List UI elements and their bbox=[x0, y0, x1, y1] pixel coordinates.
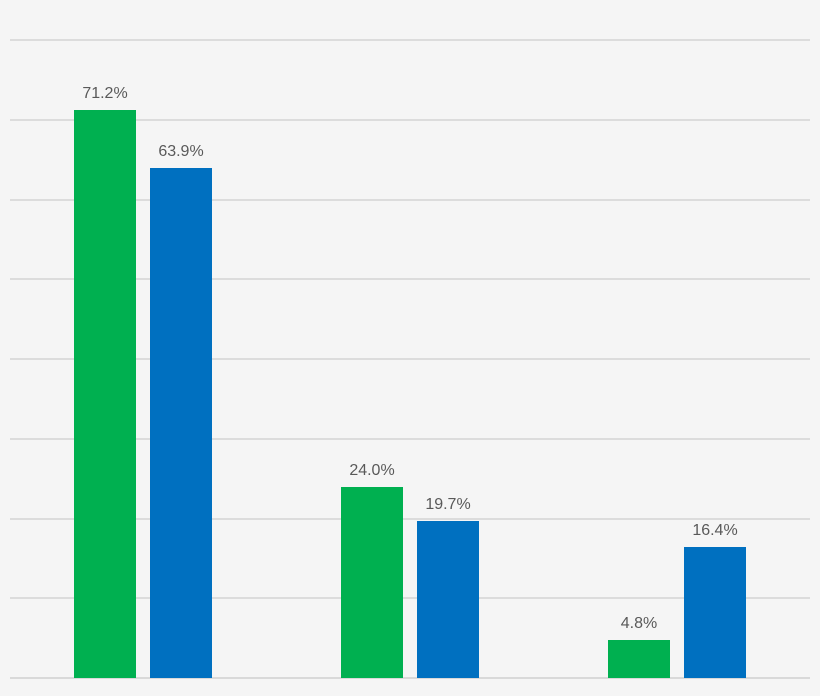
gridline bbox=[10, 517, 810, 520]
bar-blue-group-3 bbox=[684, 547, 746, 678]
data-label-blue-group-1: 63.9% bbox=[158, 143, 204, 161]
bar-green-group-2 bbox=[341, 486, 403, 678]
gridline bbox=[10, 118, 810, 121]
gridline bbox=[10, 437, 810, 440]
data-label-blue-group-2: 19.7% bbox=[425, 495, 471, 513]
bar-green-group-1 bbox=[74, 110, 136, 678]
gridline bbox=[10, 278, 810, 281]
data-label-green-group-1: 71.2% bbox=[82, 85, 128, 103]
data-label-green-group-3: 4.8% bbox=[620, 614, 658, 632]
gridline bbox=[10, 198, 810, 201]
x-axis-line bbox=[10, 677, 810, 679]
bar-blue-group-2 bbox=[417, 520, 479, 678]
data-label-green-group-2: 24.0% bbox=[349, 461, 395, 479]
bar-blue-group-1 bbox=[150, 168, 212, 678]
gridline bbox=[10, 597, 810, 600]
bar-green-group-3 bbox=[608, 639, 670, 678]
data-label-blue-group-3: 16.4% bbox=[692, 522, 738, 540]
gridline bbox=[10, 358, 810, 360]
gridline bbox=[10, 39, 810, 41]
